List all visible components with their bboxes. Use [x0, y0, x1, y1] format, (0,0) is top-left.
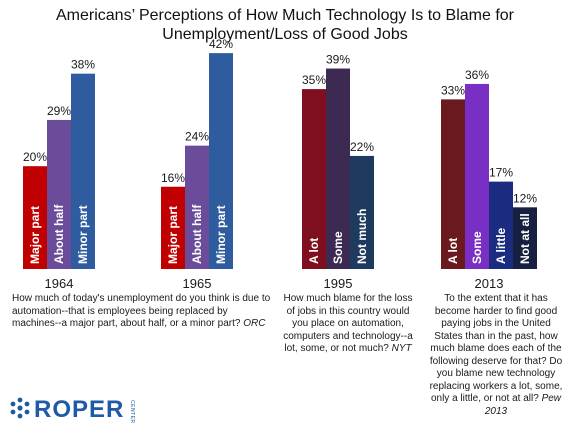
question-2-text: How much blame for the loss of jobs in t…	[283, 293, 413, 354]
bar-1995-1	[326, 68, 350, 269]
value-label-2013-1: 36%	[465, 68, 489, 82]
year-label-1965: 1965	[183, 276, 212, 291]
bar-1995-0	[302, 89, 326, 269]
bar-1965-0	[161, 186, 185, 269]
category-label-1964-2: Minor part	[76, 205, 90, 264]
year-label-2013: 2013	[475, 276, 504, 291]
question-2-source: NYT	[391, 343, 412, 354]
category-label-2013-3: Not at all	[518, 213, 532, 264]
bar-1995-2	[350, 155, 374, 269]
bar-1964-2	[71, 73, 95, 270]
bar-1965-2	[209, 53, 233, 270]
value-label-2013-2: 17%	[489, 166, 513, 180]
question-3-source: Pew 2013	[484, 393, 562, 417]
value-label-2013-3: 12%	[513, 191, 537, 205]
value-label-1995-1: 39%	[326, 53, 350, 67]
bar-1964-0	[23, 166, 47, 269]
question-3-text: To the extent that it has become harder …	[429, 293, 563, 404]
value-label-1964-1: 29%	[47, 104, 71, 118]
category-label-1995-1: Some	[331, 231, 345, 264]
category-label-1965-0: Major part	[166, 206, 180, 264]
value-label-1995-2: 22%	[350, 140, 374, 154]
value-label-1965-1: 24%	[185, 130, 209, 144]
question-2013: To the extent that it has become harder …	[428, 293, 564, 418]
value-label-1995-0: 35%	[302, 73, 326, 87]
category-label-1965-1: About half	[190, 204, 204, 264]
bar-2013-2	[489, 181, 513, 269]
roper-logo-text: ROPER	[34, 396, 125, 423]
year-label-1964: 1964	[45, 276, 74, 291]
question-1-source: ORC	[243, 318, 266, 329]
roper-center-logo: ROPER CENTER	[8, 394, 148, 424]
bar-2013-3	[513, 207, 537, 269]
question-1964-1965: How much of today's unemployment do you …	[12, 293, 274, 331]
value-label-1965-0: 16%	[161, 171, 185, 185]
year-label-1995: 1995	[324, 276, 353, 291]
category-label-2013-1: Some	[470, 231, 484, 264]
category-label-1965-2: Minor part	[214, 205, 228, 264]
bar-1965-1	[185, 145, 209, 269]
category-label-2013-0: A lot	[446, 238, 460, 264]
category-label-1964-1: About half	[52, 204, 66, 264]
roper-logo-subtext: CENTER	[129, 400, 135, 424]
bar-1964-1	[47, 119, 71, 269]
question-1995: How much blame for the loss of jobs in t…	[283, 293, 413, 356]
chart-title-line-1: Americans’ Perceptions of How Much Techn…	[56, 7, 514, 24]
value-label-1965-2: 42%	[209, 37, 233, 51]
roper-logo-icon	[10, 397, 30, 419]
category-label-1995-0: A lot	[307, 238, 321, 264]
category-label-1995-2: Not much	[355, 209, 369, 264]
question-1-text: How much of today's unemployment do you …	[12, 293, 271, 329]
bar-2013-1	[465, 83, 489, 270]
value-label-1964-2: 38%	[71, 58, 95, 72]
bar-2013-0	[441, 99, 465, 269]
chart-title-line-2: Unemployment/Loss of Good Jobs	[162, 26, 408, 43]
category-label-1964-0: Major part	[28, 206, 42, 264]
value-label-1964-0: 20%	[23, 150, 47, 164]
value-label-2013-0: 33%	[441, 83, 465, 97]
chart-title: Americans’ Perceptions of How Much Techn…	[0, 6, 570, 44]
category-label-2013-2: A little	[494, 227, 508, 264]
